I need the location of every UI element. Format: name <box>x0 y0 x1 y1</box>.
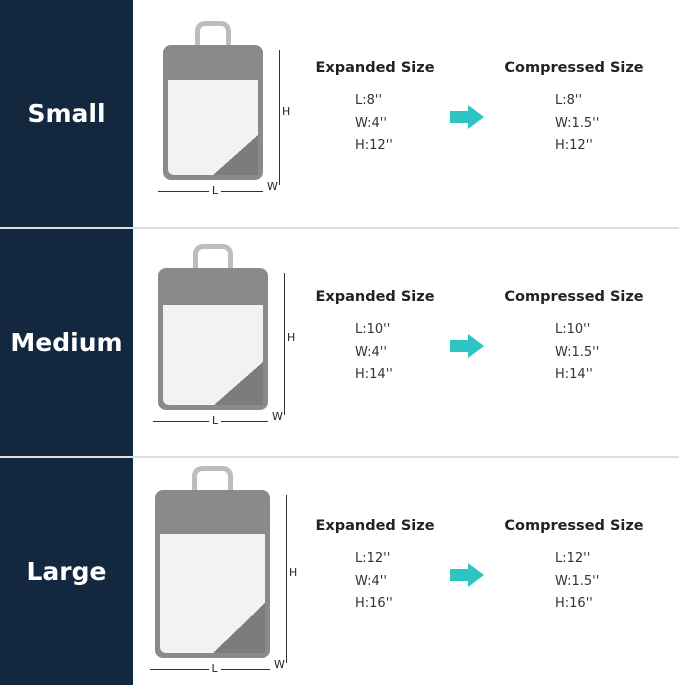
row-divider <box>0 227 679 229</box>
expanded-height: H:16'' <box>355 596 393 611</box>
width-label: W <box>272 410 283 423</box>
size-label: Large <box>26 557 107 586</box>
arrow-right-icon <box>450 334 484 358</box>
compressed-values: L:10'' W:1.5'' H:14'' <box>555 319 599 387</box>
expanded-size-title: Expanded Size <box>315 289 435 305</box>
compressed-width: W:1.5'' <box>555 115 600 131</box>
height-dimension-line <box>284 273 285 415</box>
bag-handle <box>191 466 234 496</box>
size-row-large: Large H L W Expanded Size L:12'' W:4'' H… <box>0 458 679 685</box>
compressed-size-title: Compressed Size <box>504 289 644 305</box>
size-label-panel: Small <box>0 0 133 227</box>
compressed-values: L:8'' W:1.5'' H:12'' <box>555 90 599 158</box>
expanded-height: H:14'' <box>355 367 393 382</box>
expanded-width: W:4'' <box>355 573 387 589</box>
height-dimension-line <box>279 50 280 185</box>
expanded-size-title: Expanded Size <box>315 60 435 76</box>
width-label: W <box>274 658 285 671</box>
compressed-height: H:16'' <box>555 596 593 611</box>
height-label: H <box>287 331 296 344</box>
compressed-values: L:12'' W:1.5'' H:16'' <box>555 548 599 616</box>
bag-body <box>155 490 270 658</box>
compressed-size-title: Compressed Size <box>504 518 644 534</box>
expanded-length: L:8'' <box>355 93 383 108</box>
expanded-values: L:12'' W:4'' H:16'' <box>355 548 393 616</box>
bag-body <box>158 268 268 410</box>
compressed-width: W:1.5'' <box>555 573 600 589</box>
expanded-values: L:10'' W:4'' H:14'' <box>355 319 393 387</box>
length-label: L <box>209 184 222 197</box>
height-label: H <box>282 104 291 118</box>
size-label: Medium <box>10 328 123 357</box>
size-row-medium: Medium H L W Expanded Size L:10'' W:4'' … <box>0 229 679 456</box>
expanded-width: W:4'' <box>355 344 387 360</box>
expanded-height: H:12'' <box>355 138 393 153</box>
arrow-right-icon <box>450 105 484 129</box>
height-dimension-line <box>286 495 287 663</box>
bag-handle <box>195 21 231 51</box>
compressed-height: H:12'' <box>555 138 593 153</box>
bag-body <box>163 45 263 180</box>
expanded-width: W:4'' <box>355 115 387 131</box>
expanded-length: L:12'' <box>355 551 391 566</box>
compressed-length: L:12'' <box>555 551 591 566</box>
packing-cube-image <box>155 466 270 658</box>
compressed-length: L:10'' <box>555 322 591 337</box>
arrow-right-icon <box>450 563 484 587</box>
size-label: Small <box>27 99 106 128</box>
compressed-size-title: Compressed Size <box>504 60 644 76</box>
expanded-values: L:8'' W:4'' H:12'' <box>355 90 393 158</box>
size-label-panel: Medium <box>0 229 133 456</box>
size-label-panel: Large <box>0 458 133 685</box>
packing-cube-image <box>158 244 268 410</box>
length-label: L <box>209 414 222 427</box>
compressed-width: W:1.5'' <box>555 344 600 360</box>
row-divider <box>0 456 679 458</box>
height-label: H <box>289 566 298 579</box>
compressed-length: L:8'' <box>555 93 583 108</box>
expanded-size-title: Expanded Size <box>315 518 435 534</box>
width-label: W <box>267 180 278 193</box>
size-row-small: Small H L W Expanded Size L:8'' W:4'' H:… <box>0 0 679 227</box>
compressed-height: H:14'' <box>555 367 593 382</box>
bag-handle <box>193 244 233 274</box>
expanded-length: L:10'' <box>355 322 391 337</box>
packing-cube-image <box>163 21 263 180</box>
length-label: L <box>208 662 221 675</box>
